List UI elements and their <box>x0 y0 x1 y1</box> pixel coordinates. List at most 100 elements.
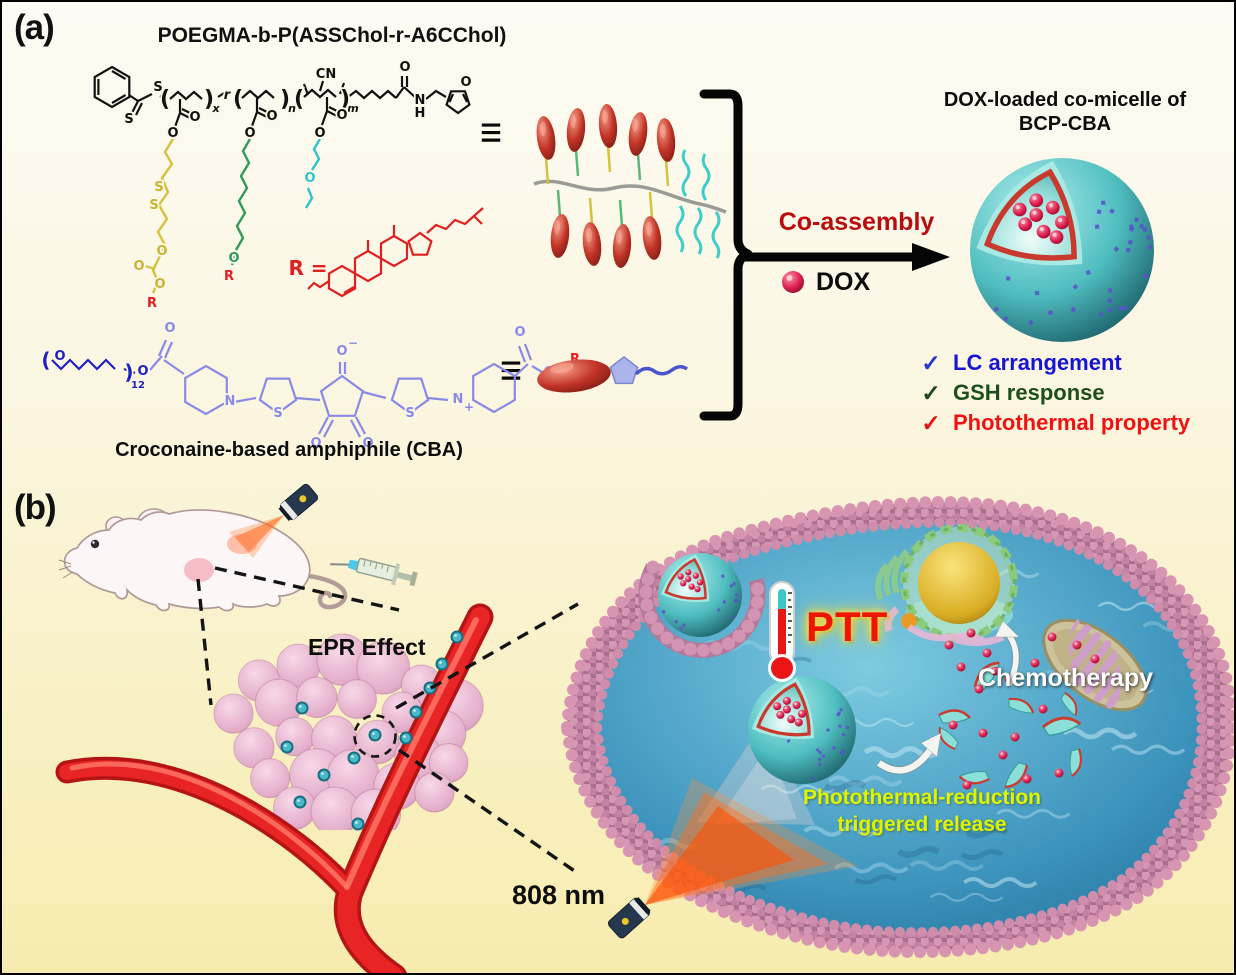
cba-speck <box>1142 227 1148 233</box>
micelle-fragment <box>938 726 959 750</box>
micelle-dot <box>435 657 449 671</box>
dox-dot <box>974 684 984 694</box>
dox-dot <box>787 715 796 724</box>
micelle-fragment <box>1069 748 1082 777</box>
dox-dot <box>1090 654 1100 664</box>
chem-atom-label: R <box>147 296 157 311</box>
cba-speck <box>1145 234 1152 241</box>
micelle-endocytosed <box>658 553 742 637</box>
dox-dot <box>792 701 801 710</box>
release-label-line2: triggered release <box>837 813 1007 836</box>
cba-speck <box>837 711 841 715</box>
dox-dot <box>1038 704 1048 714</box>
dox-dot <box>694 585 701 593</box>
chem-atom-label: O <box>314 126 325 141</box>
micelle-dot <box>368 728 382 742</box>
dox-dot <box>685 575 692 583</box>
thermometer-icon <box>768 581 796 682</box>
cba-speck <box>1070 306 1076 313</box>
chem-atom-label: O <box>54 349 65 364</box>
chem-atom-label: O <box>133 259 144 274</box>
cba-speck <box>818 750 823 755</box>
mesogen-rod <box>628 112 648 156</box>
cba-speck <box>811 776 815 781</box>
chem-atom-label: O <box>164 321 175 336</box>
checklist-item-label: GSH response <box>953 380 1105 405</box>
dox-dot <box>688 583 695 590</box>
release-arrow-icon <box>876 732 942 775</box>
cba-speck <box>838 724 842 728</box>
er-pink <box>884 606 1005 647</box>
chem-atom-label: O <box>336 108 347 123</box>
chem-atom-label: O <box>514 325 525 340</box>
tumor-bump <box>356 640 411 695</box>
polymer-title: POEGMA-b-P(ASSChol-r-A6CChol) <box>157 24 507 47</box>
dox-dot <box>782 696 791 705</box>
cba-speck <box>832 746 836 750</box>
chemotherapy-arrow-icon <box>994 620 1020 687</box>
cba-speck <box>674 619 679 624</box>
mesogen-rod <box>598 104 618 148</box>
micelle-title: DOX-loaded co-micelle of BCP-CBA <box>930 88 1200 136</box>
micelle-dot <box>293 795 307 809</box>
cba-speck <box>729 583 734 589</box>
chem-atom-label: S <box>124 112 133 127</box>
dox-dot <box>782 705 791 714</box>
chem-atom-label: x <box>211 102 220 115</box>
chem-atom-label: N <box>453 392 464 407</box>
dox-dot <box>685 569 692 576</box>
cba-speck <box>845 725 850 730</box>
chem-atom-label: N <box>225 394 236 409</box>
chem-atom-label: O <box>228 251 239 266</box>
cba-speck <box>1109 208 1115 215</box>
cba-speck <box>722 599 727 604</box>
cba-speck <box>1129 226 1135 233</box>
cba-speck <box>1143 273 1149 279</box>
micelle-fragment <box>938 709 971 724</box>
chem-atom-label: S <box>273 406 282 421</box>
chemotherapy-label: Chemotherapy <box>978 664 1154 692</box>
dox-micelle-illustration <box>970 158 1154 342</box>
chem-atom-label: ( <box>233 87 243 112</box>
chem-atom-label: S <box>153 80 162 95</box>
micelle-fragment <box>1008 697 1035 714</box>
dox-dot <box>696 579 704 586</box>
cba-speck <box>1100 200 1106 206</box>
micelle-title-line2: BCP-CBA <box>1018 113 1112 135</box>
chem-atom-label: ( <box>294 87 304 112</box>
dox-sphere-icon <box>782 271 804 293</box>
chem-atom-label: O <box>266 109 277 124</box>
cba-rod-icon <box>537 359 611 393</box>
dox-dot <box>1022 774 1032 784</box>
checklist-item-label: Photothermal property <box>953 410 1191 435</box>
mouse-whiskers <box>58 559 74 579</box>
cba-speck <box>786 738 791 744</box>
ptt-label: PTT <box>806 603 889 650</box>
co-assembly-arrow <box>744 243 950 271</box>
vessel-tubes <box>55 603 494 973</box>
er-green <box>875 548 910 601</box>
laser-device-icon <box>278 483 319 521</box>
micelle-dot <box>347 751 361 765</box>
chem-atom-label: O <box>336 344 347 359</box>
chem-atom-label: O <box>362 436 373 451</box>
chem-atom-label: R = <box>288 256 327 280</box>
micelle-fragment <box>1004 762 1029 789</box>
cba-speck <box>730 615 734 619</box>
dox-dot <box>982 648 992 658</box>
chem-atom-label: ) <box>280 87 290 112</box>
mesogen-rod <box>612 224 632 268</box>
cba-speck <box>1072 283 1079 290</box>
tumor-bump <box>337 679 378 720</box>
chem-atom-label: O <box>310 436 321 451</box>
dox-dot <box>1010 732 1020 742</box>
cba-cartoon <box>537 356 689 393</box>
micelle-dot <box>351 817 365 831</box>
arrow-head-icon <box>912 243 950 271</box>
cba-speck <box>817 757 822 762</box>
micelle-dot <box>280 740 294 754</box>
micelle-fragment <box>1042 716 1082 736</box>
micelle-dot <box>450 630 464 644</box>
equivalence-icon: ≡ <box>480 108 503 158</box>
